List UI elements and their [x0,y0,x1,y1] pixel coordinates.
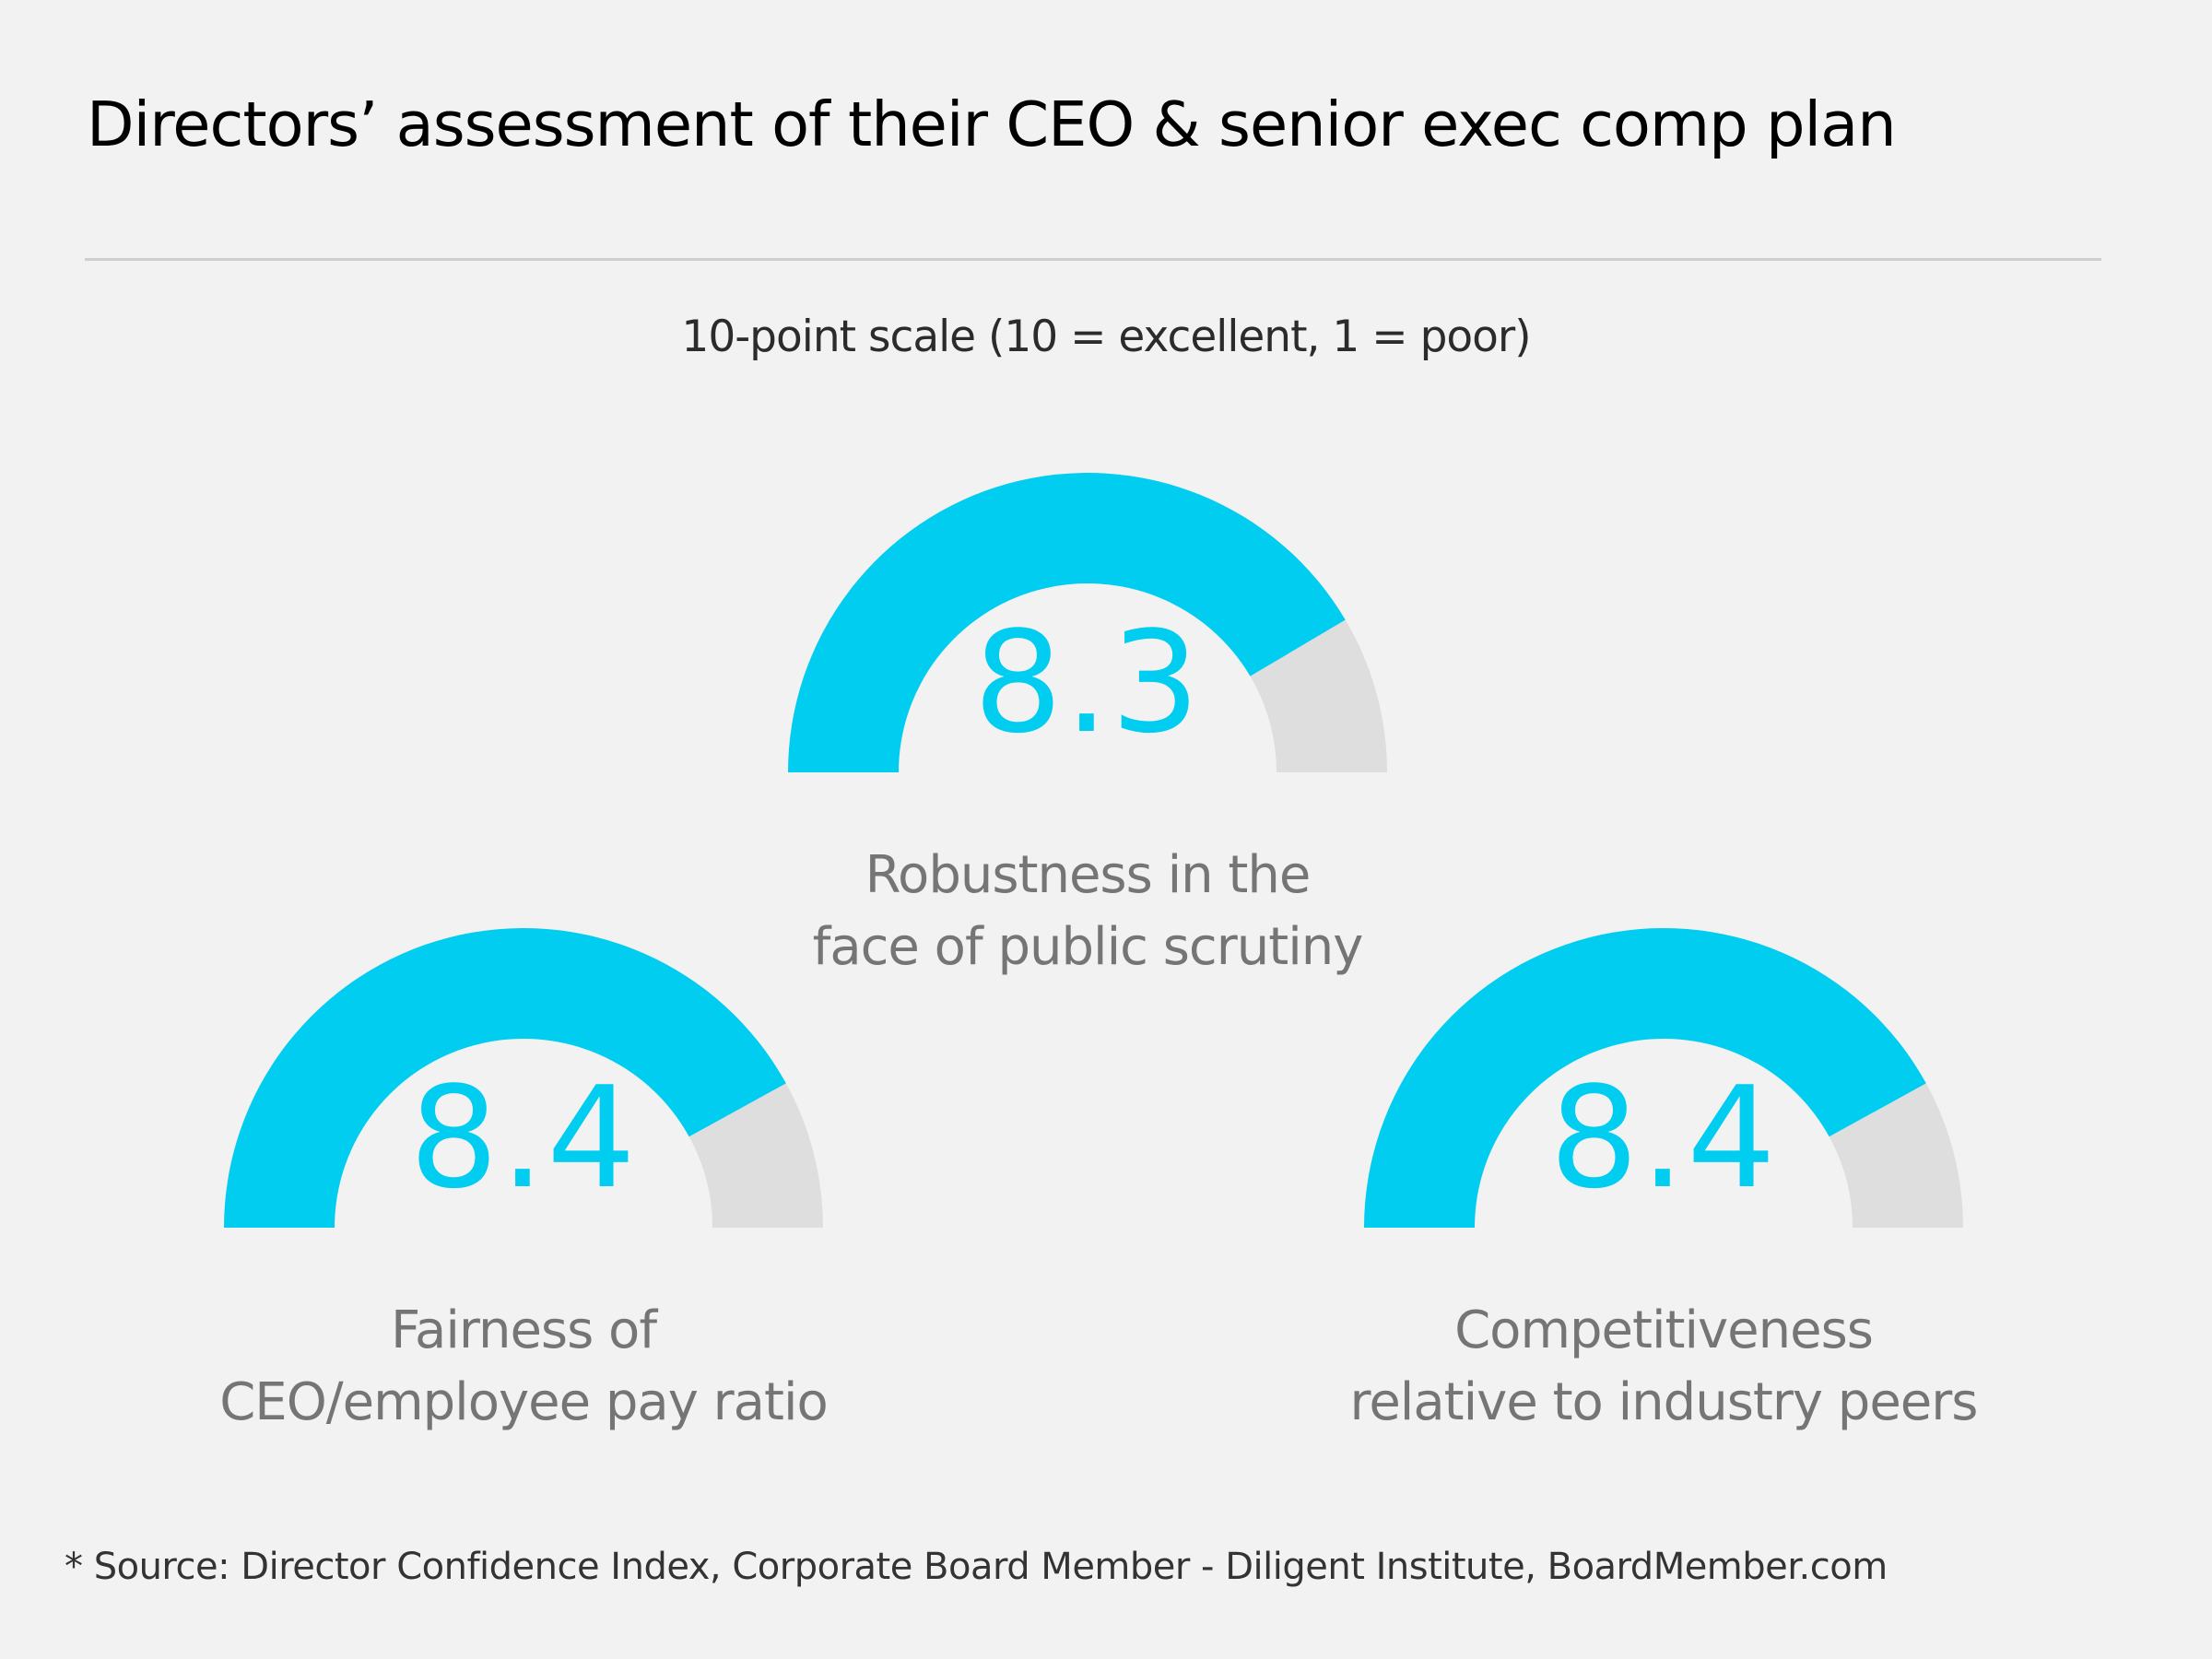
gauge-competitiveness: 8.4 Competitiveness relative to industry p… [1350,927,1978,1432]
gauge-value-arc [788,473,1346,772]
gauge-value-label: 8.4 [1549,1056,1778,1219]
gauge-robustness: 8.3 Robustness in the face of public scrut… [788,473,1387,977]
gauge-remainder-arc [1250,619,1387,772]
scale-note: 10-point scale (10 = excellent, 1 = poor… [681,312,1531,362]
gauge-category-label: CEO/employee pay ratio [219,1372,828,1432]
gauge-remainder-arc [1829,1083,1963,1228]
gauge-category-label: relative to industry peers [1350,1372,1978,1432]
gauge-value-label: 8.3 [973,601,1202,764]
source-note: * Source: Director Confidence Index, Cor… [65,1546,1888,1588]
gauge-category-label: face of public scrutiny [813,917,1363,977]
gauge-remainder-arc [688,1083,824,1228]
gauge-category-label: Fairness of [391,1300,658,1360]
gauge-value-arc [1364,927,1926,1228]
gauge-category-label: Robustness in the [865,845,1311,905]
gauge-category-label: Competitiveness [1454,1300,1873,1360]
gauge-value-label: 8.4 [409,1056,638,1219]
gauge-value-arc [223,927,786,1228]
chart-title: Directors’ assessment of their CEO & sen… [87,88,1897,160]
title-divider [85,258,2101,261]
gauge-fairness: 8.4 Fairness of CEO/employee pay ratio [219,927,829,1432]
